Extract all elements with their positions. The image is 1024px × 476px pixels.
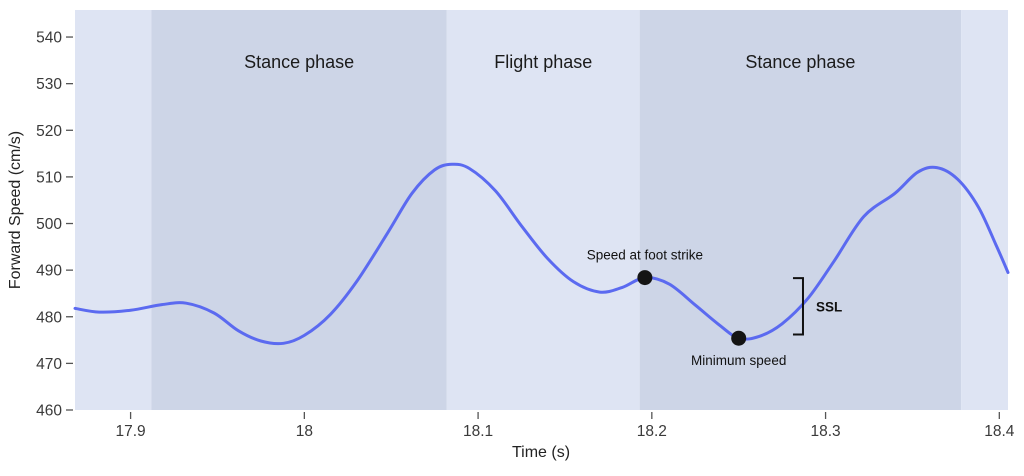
phase-band <box>639 10 962 410</box>
y-tick-label: 490 <box>36 263 62 280</box>
y-tick-label: 540 <box>36 30 62 47</box>
y-tick-label: 470 <box>36 356 62 373</box>
x-axis-title: Time (s) <box>512 444 570 461</box>
x-tick-label: 17.9 <box>116 423 146 440</box>
x-tick-label: 18.4 <box>984 423 1015 440</box>
x-tick-label: 18 <box>296 423 313 440</box>
x-tick-label: 18.3 <box>810 423 840 440</box>
phase-band <box>151 10 447 410</box>
marker-label: Minimum speed <box>691 353 786 368</box>
y-tick-label: 520 <box>36 123 62 140</box>
y-axis-ticks: 460 470 480 490 500 510 520 530 540 <box>36 30 73 420</box>
phase-band <box>75 10 152 410</box>
phase-label: Stance phase <box>244 52 354 72</box>
phase-label: Stance phase <box>745 52 855 72</box>
ssl-label: SSL <box>816 299 842 314</box>
speed-curve-line <box>73 162 1010 346</box>
x-axis-ticks: 17.9 18 18.1 18.2 18.3 18.4 <box>116 412 1015 440</box>
phase-bands <box>75 10 1008 410</box>
phase-label: Flight phase <box>494 52 592 72</box>
phase-labels: Stance phase Flight phase Stance phase <box>244 52 855 72</box>
y-axis-title: Forward Speed (cm/s) <box>7 131 24 289</box>
y-tick-label: 500 <box>36 216 62 233</box>
marker-label: Speed at foot strike <box>587 248 703 263</box>
ssl-bracket <box>792 277 804 336</box>
phase-band <box>961 10 1008 410</box>
y-tick-label: 510 <box>36 169 62 186</box>
chart-annotations: Speed at foot strike Minimum speed SSL <box>587 248 843 369</box>
y-tick-label: 480 <box>36 309 62 326</box>
x-tick-label: 18.1 <box>463 423 493 440</box>
data-point-marker <box>731 330 747 346</box>
x-tick-label: 18.2 <box>637 423 667 440</box>
data-point-marker <box>637 270 653 286</box>
phase-band <box>446 10 640 410</box>
y-tick-label: 530 <box>36 76 62 93</box>
y-tick-label: 460 <box>36 403 62 420</box>
